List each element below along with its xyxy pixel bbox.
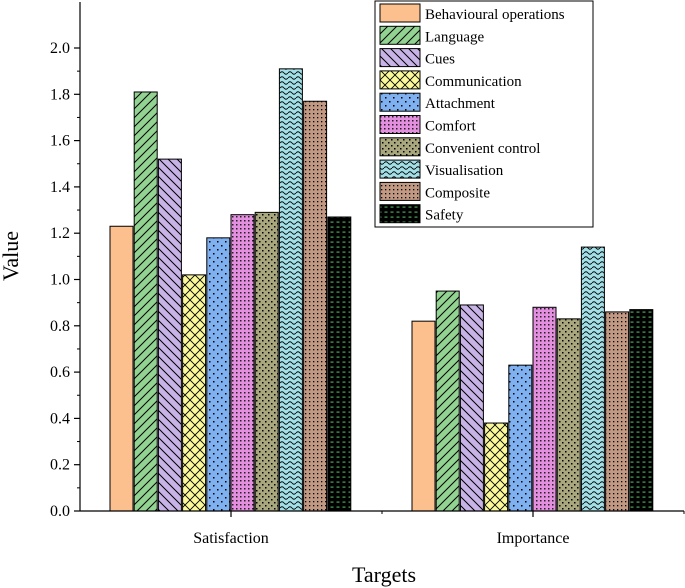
bar-language-importance [435,290,460,512]
bar-communication-importance [484,422,509,512]
bar-visualisation-satisfaction [278,68,303,512]
legend-label: Language [425,29,484,45]
bar-attachment-satisfaction [206,237,231,512]
y-tick-label: 2.0 [50,40,70,57]
legend-swatch [379,92,421,112]
legend-label: Convenient control [425,141,540,157]
y-tick-label: 1.4 [50,179,70,196]
x-axis-title: Targets [352,562,416,587]
y-tick-label: 0.8 [50,318,70,335]
legend-swatch [379,137,421,157]
bar-safety-satisfaction [327,216,352,512]
y-axis-title: Value [0,231,23,281]
legend-label: Communication [425,74,522,90]
legend-swatch [379,115,421,134]
legend: Behavioural operations Language Cues Commun… [374,0,594,228]
bar-language-satisfaction [133,91,158,512]
y-tick-label: 1.6 [50,133,70,150]
legend-swatch [379,70,421,90]
legend-label: Composite [425,185,490,201]
bar-composite-satisfaction [303,100,328,512]
legend-label: Comfort [425,119,477,135]
legend-label: Cues [425,52,455,68]
bar-behavioural-operations-importance [411,320,436,512]
bar-communication-satisfaction [182,274,207,512]
bar-comfort-satisfaction [230,214,255,512]
legend-label: Attachment [425,96,496,112]
bar-behavioural-operations-satisfaction [109,225,134,512]
legend-label: Safety [425,208,464,224]
bar-cues-importance [459,304,484,512]
bar-attachment-importance [508,364,533,512]
y-tick-label: 0.6 [50,364,70,381]
y-tick-label: 1.0 [50,272,70,289]
bar-safety-importance [629,309,654,512]
legend-swatch [379,159,421,179]
legend-swatch [379,3,421,23]
y-tick-label: 0.0 [50,503,70,520]
y-tick-label: 0.2 [50,457,70,474]
bar-convenient-control-satisfaction [254,211,279,512]
legend-label: Visualisation [425,163,504,179]
y-tick-label: 1.8 [50,86,70,103]
x-tick-label: Importance [497,530,570,547]
legend-swatch [379,204,421,224]
bar-composite-importance [605,311,630,512]
x-tick-label: Satisfaction [193,530,269,547]
legend-swatch [379,48,421,68]
bar-cues-satisfaction [157,158,182,512]
bar-visualisation-importance [580,246,605,512]
legend-swatch [379,181,421,201]
y-tick-label: 0.4 [50,410,70,427]
y-tick-label: 1.2 [50,225,70,242]
legend-swatch [379,25,421,45]
bar-convenient-control-importance [556,318,581,512]
legend-label: Behavioural operations [425,7,565,23]
bar-comfort-importance [532,306,557,512]
